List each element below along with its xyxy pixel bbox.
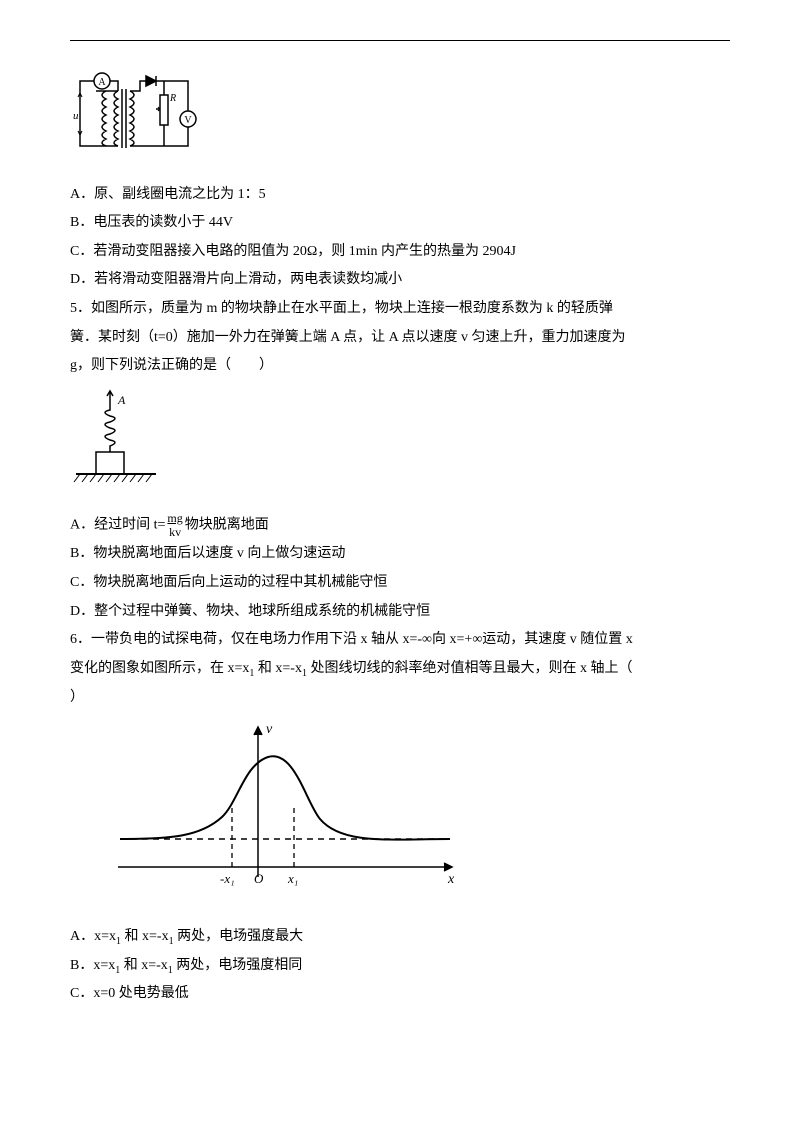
q6-option-b: B．x=x1 和 x=-x1 两处，电场强度相同 bbox=[70, 953, 730, 980]
q6b-mid: 和 x=-x bbox=[120, 958, 168, 973]
q6-stem2-post: 处图线切线的斜率绝对值相等且最大，则在 x 轴上（ bbox=[307, 661, 633, 676]
q4-option-d: D．若将滑动变阻器滑片向上滑动，两电表读数均减小 bbox=[70, 267, 730, 294]
q4-option-b: B．电压表的读数小于 44V bbox=[70, 210, 730, 237]
svg-text:O: O bbox=[254, 871, 264, 886]
svg-text:-x₁: -x₁ bbox=[220, 871, 235, 886]
spring-figure: A bbox=[70, 388, 730, 509]
q4-option-a: A．原、副线圈电流之比为 1：5 bbox=[70, 182, 730, 209]
fraction: mgkv bbox=[165, 512, 184, 538]
q5-option-d: D．整个过程中弹簧、物块、地球所组成系统的机械能守恒 bbox=[70, 599, 730, 626]
q6-option-c: C．x=0 处电势最低 bbox=[70, 981, 730, 1008]
svg-text:x: x bbox=[447, 872, 455, 887]
q4-option-c: C．若滑动变阻器接入电路的阻值为 20Ω，则 1min 内产生的热量为 2904… bbox=[70, 239, 730, 266]
q5-stem-line2: 簧．某时刻（t=0）施加一外力在弹簧上端 A 点，让 A 点以速度 v 匀速上升… bbox=[70, 325, 730, 352]
q5-a-post: 物块脱离地面 bbox=[185, 518, 269, 533]
q6-stem2-mid: 和 x=-x bbox=[254, 661, 302, 676]
q6-stem-line1: 6．一带负电的试探电荷，仅在电场力作用下沿 x 轴从 x=-∞向 x=+∞运动，… bbox=[70, 627, 730, 654]
q5-option-b: B．物块脱离地面后以速度 v 向上做匀速运动 bbox=[70, 541, 730, 568]
svg-text:x₁: x₁ bbox=[287, 871, 298, 886]
svg-text:R: R bbox=[169, 93, 176, 104]
q5-a-pre: A．经过时间 t= bbox=[70, 518, 165, 533]
svg-text:u: u bbox=[73, 110, 79, 122]
frac-numerator: mg bbox=[165, 512, 184, 525]
top-rule bbox=[70, 40, 730, 41]
svg-text:A: A bbox=[117, 393, 126, 407]
svg-text:V: V bbox=[184, 115, 192, 126]
svg-text:A: A bbox=[98, 77, 106, 88]
q5-stem-line1: 5．如图所示，质量为 m 的物块静止在水平面上，物块上连接一根劲度系数为 k 的… bbox=[70, 296, 730, 323]
q6-stem-line3: ） bbox=[70, 685, 730, 712]
svg-text:v: v bbox=[266, 722, 273, 737]
q5-stem-line3: g，则下列说法正确的是（ ） bbox=[70, 353, 730, 380]
q6b-post: 两处，电场强度相同 bbox=[173, 958, 303, 973]
q6-stem2-pre: 变化的图象如图所示，在 x=x bbox=[70, 661, 249, 676]
q6a-post: 两处，电场强度最大 bbox=[174, 929, 304, 944]
q6a-mid: 和 x=-x bbox=[121, 929, 169, 944]
q6-stem-line2: 变化的图象如图所示，在 x=x1 和 x=-x1 处图线切线的斜率绝对值相等且最… bbox=[70, 656, 730, 683]
frac-denominator: kv bbox=[165, 526, 184, 539]
q5-option-a: A．经过时间 t=mgkv物块脱离地面 bbox=[70, 512, 730, 539]
vx-graph: v x -x₁ O x₁ bbox=[110, 717, 730, 918]
q5-option-c: C．物块脱离地面后向上运动的过程中其机械能守恒 bbox=[70, 570, 730, 597]
q6-option-a: A．x=x1 和 x=-x1 两处，电场强度最大 bbox=[70, 924, 730, 951]
q6a-pre: A．x=x bbox=[70, 929, 116, 944]
circuit-figure: A u R V bbox=[70, 71, 730, 172]
q6b-pre: B．x=x bbox=[70, 958, 115, 973]
